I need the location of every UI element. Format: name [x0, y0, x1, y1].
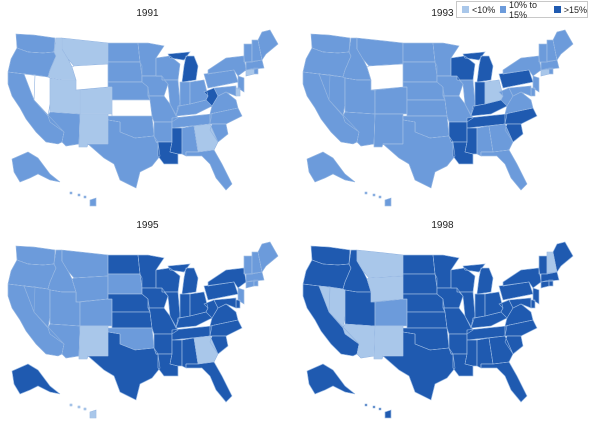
- state-sd-1995: [107, 273, 143, 295]
- state-in-1991: [179, 81, 191, 107]
- state-ar-1998: [448, 333, 468, 355]
- state-ut-1998: [344, 289, 376, 327]
- state-nm-1995: [78, 325, 109, 360]
- legend-swatch-mid: [500, 6, 506, 13]
- map-panel-1: 1991: [0, 0, 295, 211]
- legend-label-low: <10%: [472, 4, 496, 15]
- state-nm-1993: [373, 113, 404, 148]
- state-nd-1998: [402, 254, 436, 275]
- state-sd-1991: [107, 61, 143, 83]
- us-map-1: [7, 29, 279, 207]
- map-panel-4: 1998: [295, 212, 590, 423]
- state-ar-1995: [153, 333, 173, 355]
- state-nd-1993: [402, 42, 436, 63]
- state-ne-1991: [107, 81, 151, 101]
- map-panel-3: 1995: [0, 212, 295, 423]
- us-map-3: [7, 241, 279, 419]
- map-outline-1991: [7, 29, 279, 207]
- state-wy-1993: [366, 63, 404, 91]
- state-sd-1993: [402, 61, 438, 83]
- state-ne-1993: [402, 81, 446, 101]
- state-sd-1998: [402, 273, 438, 295]
- legend-label-high: >15%: [563, 4, 587, 15]
- state-co-1993: [374, 86, 408, 115]
- state-ar-1993: [448, 121, 468, 143]
- map-title-3: 1995: [136, 220, 159, 231]
- state-in-1998: [474, 293, 486, 319]
- us-map-2: [302, 29, 574, 207]
- state-ar-1991: [153, 121, 173, 143]
- legend-item-low: <10%: [462, 5, 495, 15]
- state-nm-1991: [78, 113, 109, 148]
- state-ut-1991: [49, 77, 81, 115]
- state-vt-1993: [538, 43, 548, 63]
- state-ne-1995: [107, 293, 151, 313]
- state-vt-1991: [243, 43, 253, 63]
- legend-swatch-low: [462, 6, 469, 13]
- state-ks-1991: [111, 99, 153, 117]
- state-ne-1998: [402, 293, 446, 313]
- legend-swatch-high: [553, 6, 561, 13]
- state-in-1995: [179, 293, 191, 319]
- state-wy-1995: [71, 275, 109, 303]
- state-nd-1995: [107, 254, 141, 275]
- state-co-1995: [79, 298, 113, 327]
- state-ks-1993: [406, 99, 448, 117]
- map-panel-2: 1993: [295, 0, 590, 211]
- map-title-2: 1993: [431, 8, 454, 19]
- state-vt-1998: [538, 255, 548, 275]
- state-wy-1991: [71, 63, 109, 91]
- state-ut-1993: [344, 77, 376, 115]
- state-vt-1995: [243, 255, 253, 275]
- state-wy-1998: [366, 275, 404, 303]
- map-title-4: 1998: [431, 220, 454, 231]
- state-ks-1995: [111, 311, 153, 329]
- legend-label-mid: 10% to 15%: [509, 0, 538, 20]
- map-outline-1993: [302, 29, 574, 207]
- us-map-4: [302, 241, 574, 419]
- state-co-1998: [374, 298, 408, 327]
- state-co-1991: [79, 86, 113, 115]
- state-in-1993: [474, 81, 486, 107]
- state-ut-1995: [49, 289, 81, 327]
- legend-item-high: >15%: [553, 4, 587, 15]
- map-title-1: 1991: [136, 8, 159, 19]
- state-nd-1991: [107, 42, 141, 63]
- state-nm-1998: [373, 325, 404, 360]
- map-legend: <10% 10% to 15% >15%: [456, 0, 588, 20]
- map-outline-1995: [7, 241, 279, 419]
- legend-item-mid: 10% to 15%: [500, 0, 548, 20]
- state-ks-1998: [406, 311, 448, 329]
- map-outline-1998: [302, 241, 574, 419]
